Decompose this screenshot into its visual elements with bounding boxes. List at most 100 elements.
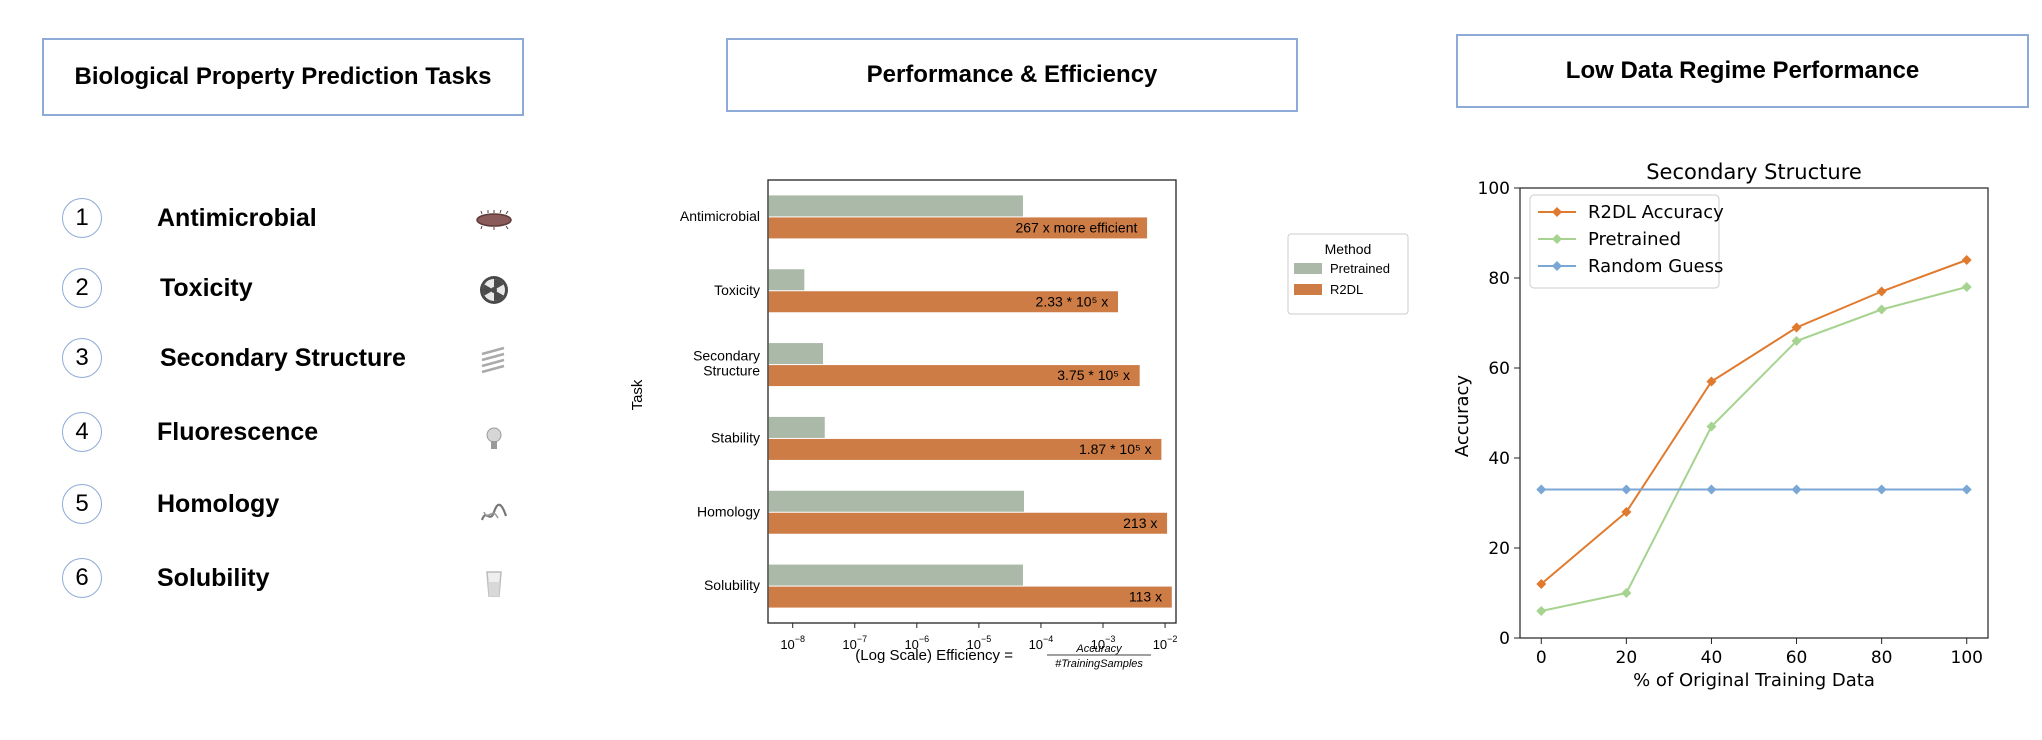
task-number: 2: [62, 268, 102, 308]
point-random-guess-20: [1621, 484, 1632, 495]
point-r2dl-accuracy-20: [1621, 507, 1632, 517]
task-item-antimicrobial: 1 Antimicrobial: [62, 198, 532, 244]
task-number: 6: [62, 558, 102, 598]
series-r2dl-accuracy: [1536, 255, 1972, 589]
point-r2dl-accuracy-60: [1791, 322, 1802, 333]
bar-plot-frame: [767, 179, 1177, 624]
efficiency-bar-chart: 10−8 10−7 10−6 10−5 10−4 10−3 10−2 Antimicrobi…: [629, 179, 1409, 670]
bar-pretrained-secondary-structure: [768, 343, 824, 365]
series-pretrained: [1536, 282, 1972, 616]
bar-r2dl-homology: [768, 512, 1168, 534]
legend-label-r2dl-accuracy: R2DL Accuracy: [1588, 202, 1724, 223]
bar-chart-axes: 10−8 10−7 10−6 10−5 10−4 10−3 10−2: [767, 179, 1178, 652]
line-pretrained: [1541, 286, 1967, 612]
point-pretrained-60: [1791, 336, 1802, 346]
x-tick-label: 10−6: [904, 634, 929, 652]
bar-pretrained-homology: [768, 490, 1025, 512]
point-pretrained-100: [1961, 282, 1972, 292]
category-label-secondary-structure-line1: Secondary: [693, 348, 760, 364]
task-number: 1: [62, 198, 102, 238]
legend-frame: [1529, 194, 1720, 289]
x-tick-label: 10−7: [842, 634, 867, 652]
tasks-panel-title: Biological Property Prediction Tasks: [42, 38, 524, 116]
task-item-fluorescence: 4 Fluorescence: [62, 412, 532, 458]
x-tick-label: 10−8: [780, 634, 805, 652]
task-label: Antimicrobial: [157, 204, 317, 232]
bar-annotation-stability: 1.87 * 10⁵ x: [1079, 441, 1152, 457]
task-label: Toxicity: [160, 274, 253, 302]
line-chart-series: [1536, 255, 1972, 616]
category-label-solubility: Solubility: [704, 577, 760, 593]
low-data-panel-title: Low Data Regime Performance: [1456, 34, 2029, 108]
x-tick-label: 80: [1871, 648, 1893, 668]
lightbulb-icon: [486, 427, 502, 449]
y-tick-label: 40: [1488, 449, 1510, 469]
line-chart-ylabel: Accuracy: [1452, 375, 1473, 458]
bar-chart-labels: Antimicrobial 267 x more efficient Toxicit…: [680, 208, 1162, 605]
bar-r2dl-solubility: [768, 586, 1172, 608]
category-label-stability: Stability: [711, 429, 760, 445]
line-chart-legend: R2DL Accuracy Pretrained Random Guess: [1529, 194, 1724, 289]
task-item-solubility: 6 Solubility: [62, 558, 532, 604]
legend-marker-r2dl-accuracy: [1552, 207, 1562, 217]
point-r2dl-accuracy-80: [1876, 286, 1887, 297]
x-tick-label: 10−2: [1153, 634, 1178, 652]
bar-annotation-antimicrobial: 267 x more efficient: [1015, 219, 1137, 235]
point-pretrained-20: [1621, 588, 1632, 598]
point-pretrained-80: [1876, 304, 1887, 315]
point-pretrained-40: [1706, 421, 1717, 432]
task-item-toxicity: 2 Toxicity: [62, 268, 532, 314]
y-tick-label: 20: [1488, 539, 1510, 559]
y-tick-label: 80: [1488, 269, 1510, 289]
point-r2dl-accuracy-0: [1536, 579, 1547, 589]
y-tick-label: 60: [1488, 359, 1510, 379]
protein-chain-icon: [480, 503, 508, 521]
bar-r2dl-antimicrobial: [768, 217, 1148, 239]
bar-r2dl-toxicity: [768, 291, 1119, 313]
task-number: 3: [62, 338, 102, 378]
legend-label-pretrained: Pretrained: [1588, 229, 1681, 250]
point-pretrained-0: [1536, 606, 1547, 616]
legend-swatch-pretrained: [1294, 263, 1322, 274]
x-tick-label: 0: [1536, 648, 1547, 668]
legend-label-r2dl: R2DL: [1330, 282, 1363, 297]
point-random-guess-0: [1536, 484, 1547, 495]
bar-chart-ylabel: Task: [629, 379, 646, 410]
task-label: Fluorescence: [157, 418, 319, 446]
task-item-homology: 5 Homology: [62, 484, 532, 530]
task-label: Solubility: [157, 564, 270, 592]
x-tick-label: 40: [1701, 648, 1723, 668]
category-label-antimicrobial: Antimicrobial: [680, 208, 760, 224]
bar-annotation-toxicity: 2.33 * 10⁵ x: [1036, 293, 1109, 309]
bar-r2dl-secondary-structure: [768, 365, 1140, 387]
secondary-structure-line-chart: Secondary Structure 0 20 40 60 80 100 0 20 40 60 8…: [1452, 160, 1989, 691]
legend-label-random-guess: Random Guess: [1588, 256, 1723, 277]
task-item-secondary-structure: 3 Secondary Structure: [62, 338, 532, 384]
performance-panel-title: Performance & Efficiency: [726, 38, 1298, 112]
bar-chart-bars: [768, 195, 1172, 608]
y-tick-label: 100: [1478, 179, 1510, 199]
bar-pretrained-stability: [768, 416, 825, 438]
bar-annotation-homology: 213 x: [1123, 515, 1157, 531]
bar-pretrained-antimicrobial: [768, 195, 1023, 217]
point-random-guess-80: [1876, 484, 1887, 495]
x-tick-label: 10−3: [1091, 634, 1116, 652]
bacterium-icon: [476, 209, 512, 230]
task-number: 5: [62, 484, 102, 524]
line-chart-title: Secondary Structure: [1646, 160, 1862, 184]
x-tick-label: 10−4: [1029, 634, 1054, 652]
x-tick-label: 10−5: [967, 634, 992, 652]
task-number: 4: [62, 412, 102, 452]
xlabel-denominator: #TrainingSamples: [1055, 658, 1143, 670]
point-r2dl-accuracy-40: [1706, 376, 1717, 387]
bar-annotation-solubility: 113 x: [1129, 589, 1162, 605]
bar-annotation-secondary-structure: 3.75 * 10⁵ x: [1057, 367, 1130, 383]
task-label: Secondary Structure: [160, 344, 406, 372]
series-random-guess: [1536, 484, 1972, 495]
bar-pretrained-solubility: [768, 564, 1023, 586]
x-tick-label: 100: [1951, 648, 1983, 668]
legend-marker-random-guess: [1552, 261, 1562, 271]
xlabel-prefix: (Log Scale) Efficiency =: [855, 647, 1013, 664]
point-random-guess-40: [1706, 484, 1717, 495]
line-r2dl-accuracy: [1540, 259, 1968, 585]
